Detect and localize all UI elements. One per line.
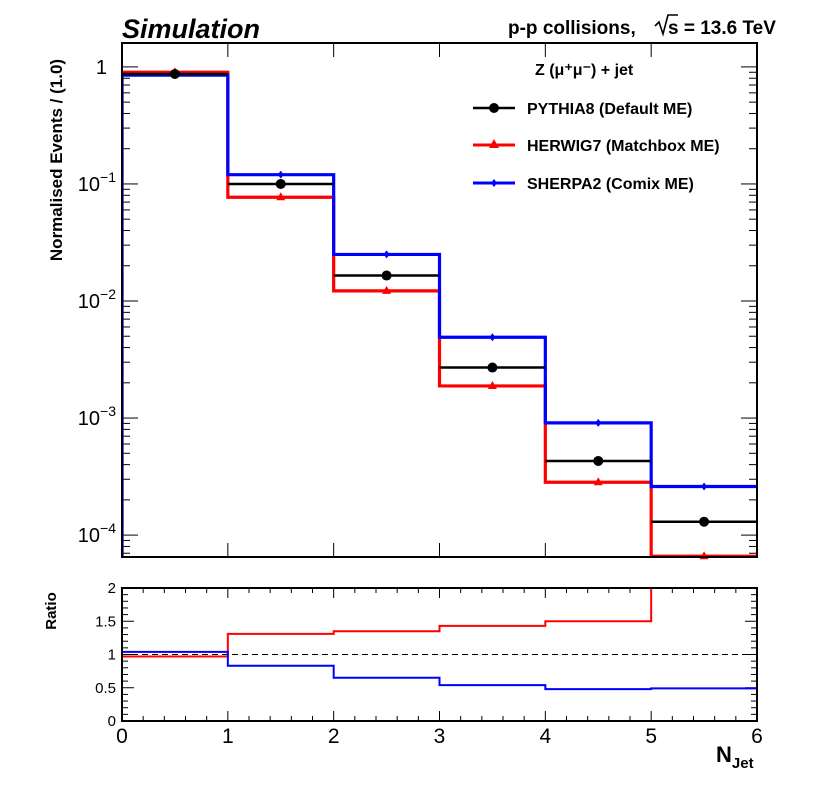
ratio-y-tick-label: 0.5 [95,680,116,697]
herwig-point [382,285,392,294]
x-tick-label: 4 [539,725,551,748]
legend-marker [491,179,497,187]
pythia-point [699,516,710,527]
x-tick-label: 0 [116,725,128,748]
y-tick-label: 10−1 [78,169,116,196]
ratio-y-tick-label: 0 [108,713,116,730]
herwig-point [487,380,497,389]
legend-title: Z (μ⁺μ⁻) + jet [535,62,634,79]
y-tick-label: 10−2 [78,286,116,313]
x-axis-title: NJet [716,742,754,772]
ratio-plot: 0 0.5 1 1.5 2 0 1 2 3 4 5 6 [95,580,763,748]
ratio-plot-frame [121,587,758,722]
x-axis-title-sub: Jet [732,755,754,772]
main-plot: 1 10−1 10−2 10−3 10−4 [78,42,758,560]
legend-marker [489,103,499,113]
legend: Z (μ⁺μ⁻) + jet PYTHIA8 (Default ME) HERWIG… [473,62,720,193]
legend-marker [489,139,499,148]
sherpa-point [701,482,708,491]
ratio-y-tick-label: 2 [108,580,116,597]
pythia-point [487,362,498,373]
main-plot-frame [121,42,758,558]
pythia-point [169,68,180,79]
sherpa-ratio-line [121,650,757,721]
sherpa-point [489,333,496,342]
pythia-point [593,455,604,466]
legend-label: SHERPA2 (Comix ME) [527,176,694,193]
x-tick-label: 1 [222,725,234,748]
legend-label: PYTHIA8 (Default ME) [527,101,692,118]
x-tick-label: 5 [645,725,657,748]
ratio-y-tick-label: 1.5 [95,613,116,630]
herwig-point [593,477,603,486]
simulation-label: Simulation [122,14,260,44]
x-tick-label: 3 [434,725,446,748]
x-tick-label: 2 [328,725,340,748]
ratio-y-axis-title: Ratio [43,592,60,630]
y-axis-title: Normalised Events / (1.0) [47,59,66,261]
x-axis-title-base: N [716,742,732,767]
ratio-y-tick-label: 1 [108,647,116,664]
x-tick-label: 6 [751,725,763,748]
sqrt-symbol [654,14,678,37]
sherpa-point [595,418,602,427]
y-tick-label: 10−3 [78,403,116,430]
legend-label: HERWIG7 (Matchbox ME) [527,138,720,155]
y-tick-label: 1 [96,57,107,79]
pythia-point [381,270,392,281]
energy-label: s = 13.6 TeV [668,18,776,39]
y-tick-label: 10−4 [78,520,116,547]
collisions-label: p-p collisions, [508,18,636,39]
pythia-point [275,178,286,189]
herwig-point [276,192,286,201]
sherpa-point [383,250,390,259]
sherpa-point [277,170,284,179]
